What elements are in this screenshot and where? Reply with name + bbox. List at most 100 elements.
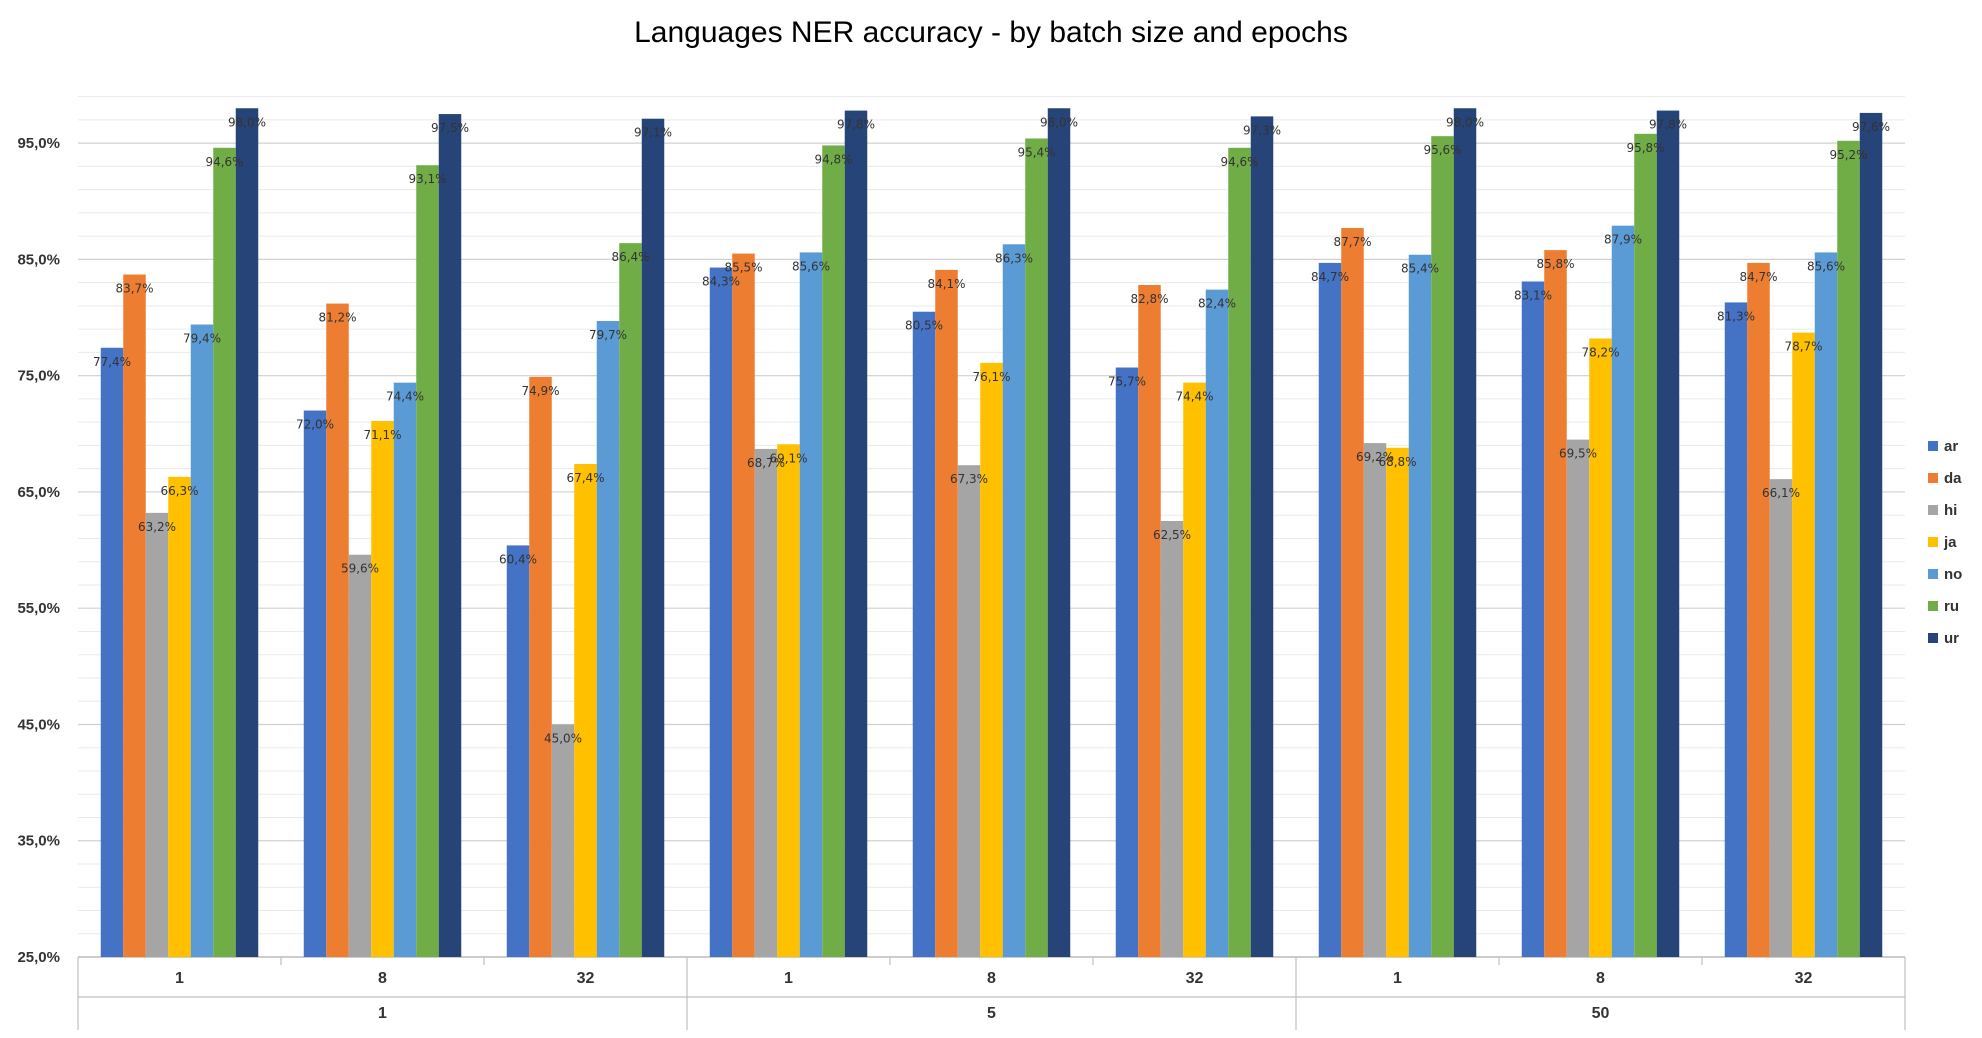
- y-tick-label: 75,0%: [17, 368, 60, 385]
- legend-label: ja: [1943, 534, 1957, 551]
- data-label: 86,3%: [995, 251, 1033, 265]
- data-label: 95,6%: [1423, 143, 1461, 157]
- bar-hi: [957, 465, 981, 957]
- x-tick-label: 1: [175, 970, 184, 987]
- bar-da: [529, 376, 552, 957]
- data-label: 72,0%: [296, 418, 334, 432]
- bar-ar: [100, 347, 124, 957]
- data-label: 95,8%: [1626, 141, 1664, 155]
- data-label: 81,3%: [1717, 309, 1755, 323]
- data-label: 98,0%: [228, 115, 266, 129]
- bar-hi: [551, 724, 575, 957]
- data-label: 74,9%: [521, 384, 559, 398]
- data-label: 84,3%: [702, 275, 740, 289]
- data-label: 81,2%: [318, 311, 356, 325]
- data-label: 98,0%: [1446, 115, 1484, 129]
- bar-ru: [1837, 140, 1860, 958]
- x-group-label: 50: [1592, 1005, 1610, 1022]
- bar-ur: [1250, 116, 1274, 958]
- data-label: 69,1%: [769, 451, 807, 465]
- bar-ja: [980, 362, 1003, 957]
- data-label: 97,5%: [431, 121, 469, 135]
- bar-da: [123, 274, 146, 958]
- bar-ru: [1025, 138, 1048, 957]
- x-tick-label: 32: [577, 970, 595, 987]
- bar-ur: [844, 110, 868, 957]
- data-label: 85,6%: [792, 259, 830, 273]
- data-label: 97,3%: [1243, 123, 1281, 137]
- bar-da: [326, 303, 349, 958]
- data-label: 84,1%: [927, 277, 965, 291]
- data-label: 74,4%: [1175, 390, 1213, 404]
- data-label: 85,8%: [1536, 257, 1574, 271]
- data-label: 94,6%: [1220, 155, 1258, 169]
- bar-ja: [168, 476, 191, 957]
- data-label: 83,1%: [1514, 288, 1552, 302]
- data-label: 68,8%: [1378, 455, 1416, 469]
- bar-hi: [754, 448, 778, 957]
- bar-da: [1747, 262, 1770, 957]
- data-label: 69,2%: [1356, 450, 1394, 464]
- data-label: 76,1%: [972, 370, 1010, 384]
- legend-swatch: [1928, 633, 1938, 643]
- x-group-label: 5: [987, 1005, 996, 1022]
- bar-ru: [1431, 136, 1454, 957]
- bar-no: [799, 252, 823, 957]
- bar-ja: [1589, 338, 1612, 958]
- data-label: 97,6%: [1852, 120, 1890, 134]
- data-label: 68,7%: [747, 456, 785, 470]
- legend-label: da: [1944, 470, 1962, 487]
- y-axis: 25,0% 35,0% 45,0% 55,0% 65,0% 75,0% 85,0% 95,0%: [17, 135, 60, 966]
- data-label: 98,0%: [1040, 115, 1078, 129]
- chart-title: Languages NER accuracy - by batch size a…: [634, 16, 1348, 49]
- x-tick-label: 32: [1186, 970, 1204, 987]
- x-tick-label: 1: [1393, 970, 1402, 987]
- legend-label: ru: [1944, 598, 1959, 615]
- bar-ur: [641, 118, 665, 957]
- data-label: 69,5%: [1559, 447, 1597, 461]
- bar-ur: [1859, 112, 1883, 958]
- data-label: 87,9%: [1604, 233, 1642, 247]
- y-tick-label: 35,0%: [17, 833, 60, 850]
- data-label: 66,1%: [1762, 486, 1800, 500]
- data-label: 95,2%: [1829, 148, 1867, 162]
- bar-no: [190, 324, 214, 957]
- bar-ja: [371, 421, 394, 957]
- data-label: 95,4%: [1017, 145, 1055, 159]
- data-label: 66,3%: [160, 484, 198, 498]
- data-label: 60,4%: [499, 552, 537, 566]
- data-label: 83,7%: [115, 282, 153, 296]
- data-label: 79,4%: [183, 332, 221, 346]
- data-label: 77,4%: [93, 355, 131, 369]
- x-tick-label: 8: [378, 970, 387, 987]
- data-label: 78,7%: [1784, 340, 1822, 354]
- bar-ar: [303, 410, 327, 958]
- y-tick-label: 65,0%: [17, 484, 60, 501]
- bar-hi: [1160, 521, 1184, 957]
- data-label: 97,8%: [1649, 118, 1687, 132]
- bar-da: [1341, 228, 1364, 957]
- bar-ru: [619, 243, 642, 957]
- legend-label: ur: [1944, 630, 1959, 647]
- data-label: 97,1%: [634, 126, 672, 140]
- data-label: 75,7%: [1108, 375, 1146, 389]
- bar-ja: [1386, 447, 1409, 957]
- legend-swatch: [1928, 537, 1938, 547]
- bar-no: [1611, 225, 1635, 957]
- data-labels: 77,4% 72,0% 60,4% 84,3% 80,5% 75,7% 84,7% 83,1%…: [93, 115, 1890, 745]
- data-label: 78,2%: [1581, 345, 1619, 359]
- bar-ru: [416, 165, 439, 957]
- legend-label: no: [1944, 566, 1962, 583]
- legend-label: ar: [1944, 438, 1958, 455]
- legend-swatch: [1928, 601, 1938, 611]
- data-label: 62,5%: [1153, 528, 1191, 542]
- data-label: 67,3%: [950, 472, 988, 486]
- data-label: 94,6%: [205, 155, 243, 169]
- data-label: 45,0%: [544, 731, 582, 745]
- bar-ar: [1521, 281, 1545, 957]
- legend-swatch: [1928, 569, 1938, 579]
- data-label: 87,7%: [1333, 235, 1371, 249]
- x-axis: 1 8 32 1 8 32 1 8 32 1 5 50: [77, 956, 1906, 1030]
- bar-no: [393, 382, 417, 957]
